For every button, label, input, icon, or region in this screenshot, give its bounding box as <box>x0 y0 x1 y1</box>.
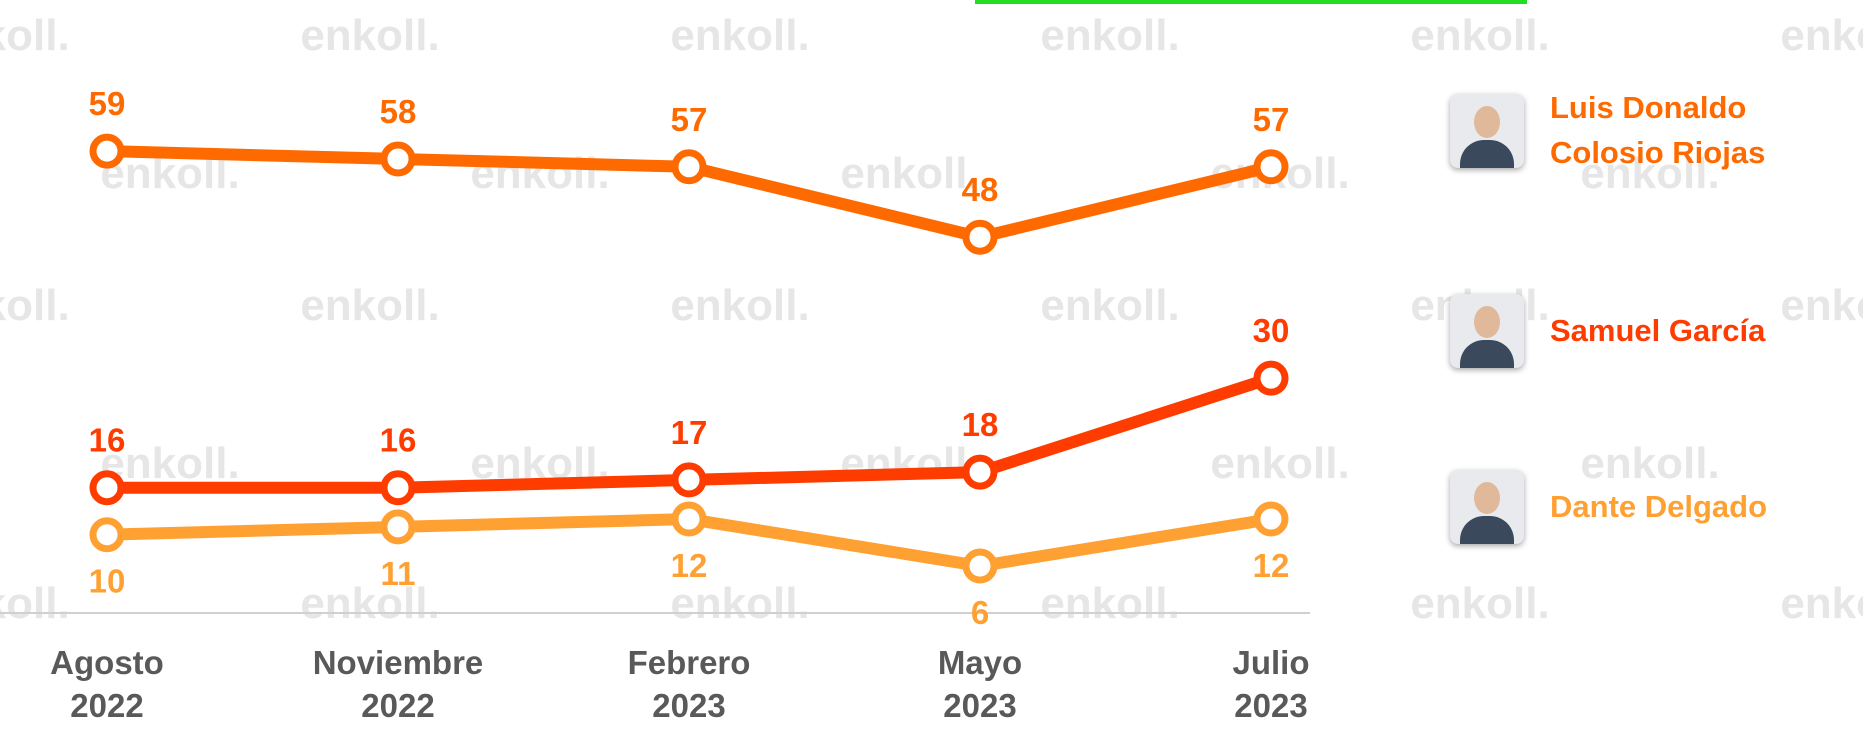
watermark: enkoll. <box>1780 281 1863 330</box>
avatar-head <box>1474 482 1500 514</box>
point <box>1253 360 1289 396</box>
watermark: enkoll. <box>1040 579 1179 628</box>
legend-entry: Dante Delgado <box>1450 470 1790 544</box>
avatar-body <box>1460 516 1514 544</box>
point <box>89 133 125 169</box>
point <box>962 219 998 255</box>
avatar-head <box>1474 105 1500 138</box>
avatar-body <box>1460 340 1514 368</box>
watermark: enkoll. <box>1580 439 1719 488</box>
x-tick-label: Mayo 2023 <box>937 644 1023 724</box>
point <box>1253 501 1289 537</box>
watermark: enkoll. <box>1210 439 1349 488</box>
value-label: 16 <box>380 422 417 459</box>
watermark: enkoll. <box>300 281 439 330</box>
top-accent <box>975 0 1527 4</box>
legend-label: Luis Donaldo Colosio Riojas <box>1550 90 1766 170</box>
value-label: 10 <box>89 563 126 600</box>
watermark: enkoll. <box>670 11 809 60</box>
legend-entry: Luis Donaldo Colosio Riojas <box>1450 86 1790 176</box>
watermark: enkoll. <box>670 281 809 330</box>
watermark: enkoll. <box>1410 579 1549 628</box>
avatar <box>1450 470 1524 544</box>
x-tick-label: Julio 2023 <box>1232 644 1310 724</box>
watermark: enkoll. <box>670 579 809 628</box>
value-label: 57 <box>1253 101 1290 138</box>
watermark: enkoll. <box>1580 149 1719 198</box>
watermark: enkoll. <box>300 579 439 628</box>
legend-label: Dante Delgado <box>1550 488 1768 524</box>
legend-label: Samuel García <box>1550 312 1766 348</box>
value-label: 18 <box>962 406 999 443</box>
avatar-body <box>1460 139 1514 168</box>
watermark: enkoll. <box>0 11 70 60</box>
point <box>1253 149 1289 185</box>
value-label: 16 <box>89 422 126 459</box>
point <box>962 548 998 584</box>
watermark: enkoll. <box>1780 579 1863 628</box>
avatar-head <box>1474 306 1500 338</box>
point <box>380 509 416 545</box>
point <box>380 470 416 506</box>
watermark: enkoll. <box>1780 11 1863 60</box>
watermark: enkoll. <box>100 439 239 488</box>
value-label: 11 <box>381 555 416 592</box>
watermark: enkoll. <box>0 579 70 628</box>
point <box>671 149 707 185</box>
value-label: 48 <box>962 171 999 208</box>
value-label: 57 <box>671 101 708 138</box>
avatar <box>1450 93 1524 168</box>
x-tick-label: Noviembre 2022 <box>312 644 484 724</box>
watermark: enkoll. <box>840 149 979 198</box>
watermark: enkoll. <box>1040 281 1179 330</box>
value-label: 6 <box>971 594 989 631</box>
point <box>380 141 416 177</box>
value-label: 12 <box>1253 547 1290 584</box>
watermark: enkoll. <box>1040 11 1179 60</box>
watermark: enkoll. <box>0 281 70 330</box>
value-label: 58 <box>380 93 417 130</box>
avatar <box>1450 294 1524 368</box>
x-tick-label: Febrero 2023 <box>627 644 751 724</box>
value-label: 12 <box>671 547 708 584</box>
value-label: 59 <box>89 85 126 122</box>
point <box>962 454 998 490</box>
legend-entry: Samuel García <box>1450 294 1790 368</box>
point <box>671 501 707 537</box>
point <box>89 517 125 553</box>
point <box>671 462 707 498</box>
value-label: 17 <box>671 414 708 451</box>
x-tick-label: Agosto 2022 <box>50 644 164 724</box>
watermark: enkoll. <box>1410 11 1549 60</box>
value-label: 30 <box>1253 312 1290 349</box>
point <box>89 470 125 506</box>
watermark: enkoll. <box>300 11 439 60</box>
